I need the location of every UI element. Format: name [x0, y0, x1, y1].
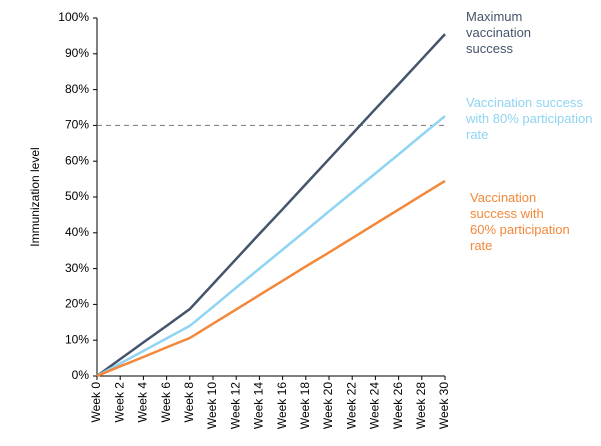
x-tick-label: Week 30 [437, 382, 451, 429]
x-tick-label: Week 8 [182, 382, 196, 423]
x-tick-label: Week 22 [344, 382, 358, 429]
y-tick-label: 100% [58, 10, 89, 24]
series-line [96, 179, 446, 378]
series-label: Vaccination success with 60% participati… [470, 190, 570, 253]
y-tick-label: 30% [65, 261, 89, 275]
series-line [96, 33, 446, 378]
x-tick-label: Week 24 [368, 382, 382, 429]
y-tick-label: 50% [65, 189, 89, 203]
x-tick-label: Week 20 [321, 382, 335, 429]
x-tick-label: Week 26 [391, 382, 405, 429]
y-tick-label: 70% [65, 118, 89, 132]
x-tick-label: Week 6 [159, 382, 173, 423]
x-tick-label: Week 2 [112, 382, 126, 423]
x-tick-label: Week 16 [275, 382, 289, 429]
y-tick-label: 90% [65, 46, 89, 60]
x-tick-label: Week 12 [228, 382, 242, 429]
x-tick-label: Week 0 [89, 382, 103, 423]
y-tick-label: 80% [65, 82, 89, 96]
y-tick-label: 40% [65, 225, 89, 239]
y-tick-label: 0% [72, 368, 90, 382]
x-tick-label: Week 14 [252, 382, 266, 429]
x-tick-label: Week 18 [298, 382, 312, 429]
y-tick-label: 60% [65, 153, 89, 167]
y-axis-label: Immunization level [28, 147, 42, 246]
x-tick-label: Week 4 [136, 382, 150, 423]
series-label: Maximum vaccination success [466, 9, 532, 56]
y-tick-label: 20% [65, 297, 89, 311]
series-line [96, 115, 446, 378]
x-tick-label: Week 28 [414, 382, 428, 429]
x-tick-label: Week 10 [205, 382, 219, 429]
y-tick-label: 10% [65, 332, 89, 346]
series-label: Vaccination success with 80% participati… [466, 95, 593, 142]
